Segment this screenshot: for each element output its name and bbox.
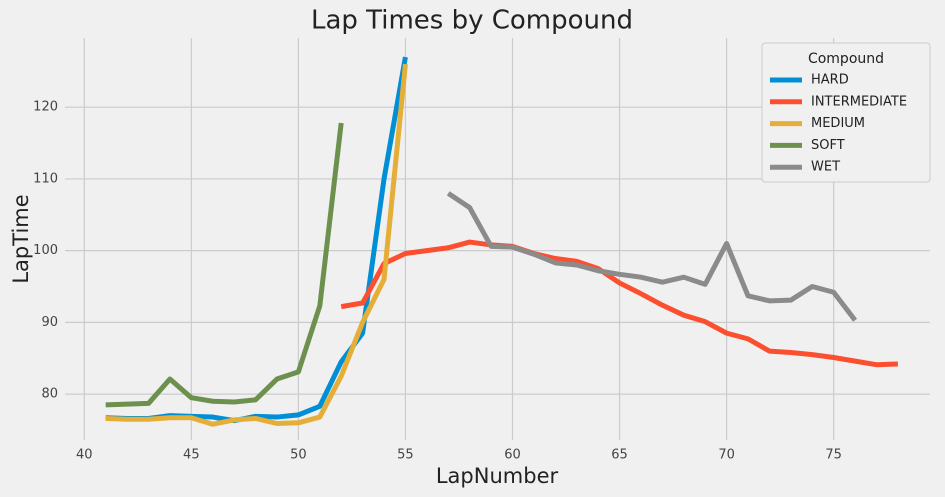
legend-label: HARD — [811, 73, 849, 88]
y-tick-label: 120 — [33, 100, 58, 115]
x-tick-label: 60 — [504, 448, 521, 463]
y-tick-label: 90 — [41, 315, 58, 330]
x-tick-label: 65 — [611, 448, 628, 463]
legend-label: SOFT — [811, 138, 845, 153]
series-line — [105, 63, 408, 427]
y-tick-label: 100 — [33, 243, 58, 258]
legend-label: MEDIUM — [811, 116, 865, 131]
legend-title: Compound — [808, 51, 884, 67]
x-tick-label: 70 — [718, 448, 735, 463]
series-line — [340, 239, 898, 368]
series-line — [446, 191, 858, 322]
x-tick-label: 55 — [397, 448, 414, 463]
x-axis-label: LapNumber — [436, 464, 559, 488]
series-line — [105, 122, 344, 408]
legend-label: WET — [811, 160, 840, 175]
legend-label: INTERMEDIATE — [811, 94, 907, 109]
legend: Compound HARD INTERMEDIATE MEDIUM SOFT WET — [761, 42, 931, 183]
y-axis-label: LapTime — [9, 194, 33, 283]
x-tick-label: 40 — [76, 448, 93, 463]
grid: 80 90 100 110 120 40 45 50 55 60 65 70 75 — [33, 38, 930, 463]
legend-box — [761, 42, 931, 183]
x-tick-label: 75 — [825, 448, 842, 463]
x-tick-label: 50 — [290, 448, 307, 463]
lines — [105, 56, 898, 427]
y-tick-label: 110 — [33, 171, 58, 186]
chart-title: Lap Times by Compound — [311, 6, 633, 36]
x-tick-label: 45 — [183, 448, 200, 463]
y-tick-label: 80 — [41, 387, 58, 402]
